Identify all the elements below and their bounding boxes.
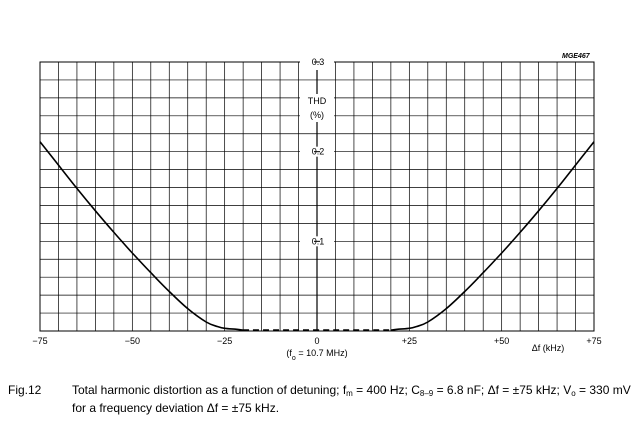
y-tick-label: 0.2 xyxy=(312,147,325,157)
center-y-axis xyxy=(300,61,334,331)
figure-reference-code: MGE467 xyxy=(562,53,590,60)
vertical-gridlines xyxy=(58,62,576,331)
x-tick-label: −50 xyxy=(125,336,140,346)
x-tick-label: +25 xyxy=(402,336,417,346)
x-tick-label: +50 xyxy=(494,336,509,346)
x-axis-label: Δf (kHz) xyxy=(532,343,565,353)
series-layer xyxy=(39,141,595,331)
y-tick-label: 0.3 xyxy=(312,57,325,67)
axis-label-mask xyxy=(300,94,334,122)
caption-label: Fig.12 xyxy=(8,383,42,397)
series-line-3 xyxy=(390,141,595,331)
x-tick-label: −75 xyxy=(32,336,47,346)
y-axis-label: THD xyxy=(308,96,327,106)
caption-line-1: Total harmonic distortion as a function … xyxy=(72,383,631,398)
y-tick-label: 0.1 xyxy=(312,236,325,246)
thd-chart: −75 −50 −25 0 +25 +50 +75 0.1 0.2 0.3 THD (%) Δf… xyxy=(32,57,601,362)
x-tick-label: 0 xyxy=(314,336,319,346)
x-tick-label: −25 xyxy=(217,336,232,346)
y-tick-labels: 0.1 0.2 0.3 xyxy=(312,57,325,246)
center-frequency-note: (fo = 10.7 MHz) xyxy=(286,348,347,362)
x-tick-labels: −75 −50 −25 0 +25 +50 +75 xyxy=(32,336,601,346)
x-tick-label: +75 xyxy=(586,336,601,346)
caption-line-2: for a frequency deviation Δf = ±75 kHz. xyxy=(72,401,280,415)
axis-label-mask xyxy=(300,61,334,70)
series-line-1 xyxy=(39,141,244,331)
y-axis-unit: (%) xyxy=(310,110,324,120)
figure-caption: Fig.12 Total harmonic distortion as a fun… xyxy=(8,383,631,416)
